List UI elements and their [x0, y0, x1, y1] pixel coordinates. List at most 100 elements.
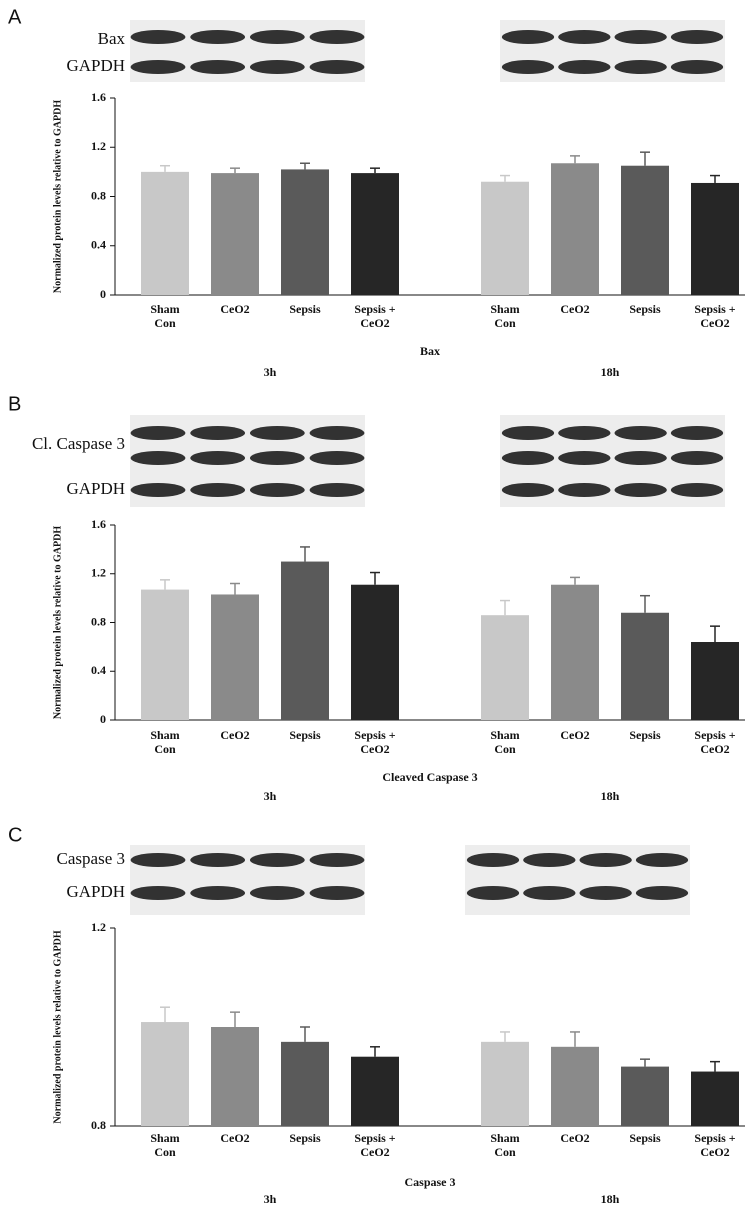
error-bar: [640, 1058, 650, 1067]
blot-band: [579, 853, 632, 867]
y-tick-label: 0.4: [91, 663, 106, 677]
x-tick-label-box: Sepsis + CeO2: [354, 302, 396, 330]
group-label: 3h: [264, 1192, 277, 1206]
blot-label: Bax: [98, 29, 126, 48]
blot-band: [635, 853, 689, 867]
error-bar: [160, 164, 170, 172]
x-tick-label: Sepsis + CeO2: [354, 1131, 396, 1159]
bar: [691, 642, 739, 720]
blot-band: [466, 886, 520, 900]
blot-band: [614, 30, 667, 44]
error-bar: [710, 174, 720, 183]
blot-band: [190, 451, 246, 465]
bar: [351, 584, 399, 720]
blot-band: [501, 30, 555, 44]
panel-label: B: [8, 393, 21, 415]
blot-label: Caspase 3: [57, 849, 125, 868]
blot-band: [579, 886, 632, 900]
blot-band: [309, 30, 365, 44]
y-tick-label: 0.8: [91, 614, 106, 628]
x-tick-label: Sepsis + CeO2: [354, 302, 396, 330]
blot-band: [614, 451, 667, 465]
blot-band: [249, 483, 305, 497]
blot-band: [309, 483, 365, 497]
y-tick-label: 0: [100, 287, 106, 301]
x-tick-label: Sepsis: [629, 1131, 661, 1145]
blot-band: [501, 483, 555, 497]
x-tick-label-box: Sepsis: [289, 728, 320, 742]
blot-label: GAPDH: [66, 882, 125, 901]
blot-band: [309, 853, 365, 867]
bar: [211, 173, 259, 295]
group-label: 18h: [601, 365, 620, 379]
x-tick-label-box: Sepsis: [629, 302, 661, 316]
bar: [141, 1022, 189, 1126]
error-bar: [640, 594, 650, 613]
x-tick-label-box: CeO2: [560, 1131, 590, 1145]
bar: [141, 171, 189, 295]
group-label: 3h: [264, 789, 277, 803]
x-tick-label-box: CeO2: [220, 728, 249, 742]
x-tick-label-box: Sepsis + CeO2: [354, 1131, 396, 1159]
x-tick-label: CeO2: [560, 1131, 590, 1145]
blot-band: [130, 426, 186, 440]
bar: [481, 181, 529, 295]
blot-band: [670, 483, 724, 497]
blot-band: [523, 853, 576, 867]
error-bar: [230, 167, 240, 174]
x-tick-label-box: Sham Con: [150, 728, 179, 756]
blot-band: [309, 886, 365, 900]
bar: [281, 1041, 329, 1126]
x-tick-label: Sepsis: [289, 302, 321, 316]
blot-label: Cl. Caspase 3: [32, 434, 125, 453]
bar: [621, 1066, 669, 1126]
x-tick-label: CeO2: [220, 1131, 250, 1145]
y-tick-label: 0.8: [91, 1118, 106, 1132]
blot-band: [670, 30, 724, 44]
bar: [481, 615, 529, 720]
blot-band: [558, 483, 611, 497]
error-bar: [300, 1026, 310, 1042]
x-tick-label: Sepsis + CeO2: [694, 1131, 736, 1159]
blot-band: [190, 483, 246, 497]
y-tick-label: 1.2: [91, 920, 106, 934]
bar: [281, 169, 329, 295]
x-tick-label-box: Sepsis: [629, 728, 660, 742]
bar: [211, 1027, 259, 1126]
x-axis-label: Bax: [420, 344, 440, 358]
blot-band: [309, 60, 365, 74]
x-tick-label: Sepsis + CeO2: [354, 728, 396, 756]
blot-band: [670, 451, 724, 465]
x-tick-label-box: Sepsis + CeO2: [354, 728, 396, 756]
blot-band: [501, 426, 555, 440]
bar: [551, 1046, 599, 1126]
x-tick-label: Sham Con: [490, 1131, 520, 1159]
bar: [551, 163, 599, 295]
y-tick-label: 1.6: [91, 517, 106, 531]
x-tick-label: Sepsis: [629, 302, 661, 316]
x-tick-label: CeO2: [560, 302, 590, 316]
x-tick-label: Sepsis: [289, 1131, 321, 1145]
blot-band: [614, 426, 667, 440]
x-tick-label: Sepsis + CeO2: [694, 302, 736, 330]
bar: [691, 1071, 739, 1126]
error-bar: [710, 625, 720, 642]
panel-label: A: [8, 6, 22, 28]
x-axis-label: Caspase 3: [404, 1175, 455, 1189]
blot-band: [635, 886, 689, 900]
blot-band: [249, 60, 305, 74]
blot-band: [558, 30, 611, 44]
blot-band: [466, 853, 520, 867]
x-tick-label-box: Sham Con: [490, 728, 520, 756]
y-tick-label: 1.2: [91, 139, 106, 153]
bar: [481, 1041, 529, 1126]
y-tick-label: 1.6: [91, 90, 106, 104]
bar: [351, 1056, 399, 1126]
x-tick-label: Sham Con: [490, 728, 520, 756]
y-axis-label: Normalized protein levels relative to GA…: [52, 930, 63, 1123]
y-tick-label: 0: [100, 712, 106, 726]
error-bar: [710, 1060, 720, 1072]
y-tick-label: 0.8: [91, 188, 106, 202]
bar: [141, 589, 189, 720]
